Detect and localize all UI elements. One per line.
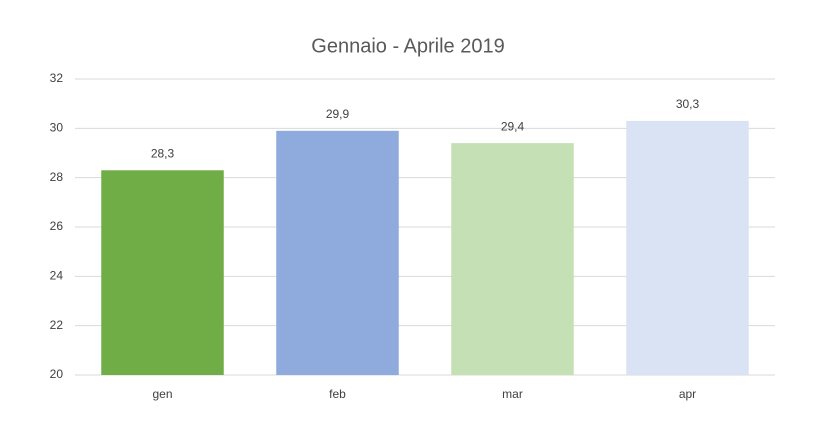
bar (451, 143, 574, 375)
x-tick-label: feb (329, 387, 346, 401)
y-tick-label: 28 (50, 170, 64, 184)
y-tick-label: 30 (50, 121, 64, 135)
data-label: 30,3 (676, 97, 700, 111)
bar (276, 130, 399, 375)
x-tick-label: apr (679, 387, 696, 401)
data-label: 29,4 (501, 119, 525, 133)
bar (626, 120, 749, 375)
bar (101, 170, 224, 375)
y-tick-label: 20 (50, 367, 64, 381)
y-tick-label: 32 (50, 71, 64, 85)
x-tick-label: mar (502, 387, 523, 401)
data-label: 29,9 (326, 107, 350, 121)
y-tick-label: 24 (50, 269, 64, 283)
x-tick-label: gen (152, 387, 172, 401)
y-tick-label: 22 (50, 318, 64, 332)
y-tick-label: 26 (50, 219, 64, 233)
data-label: 28,3 (151, 146, 175, 160)
chart-title: Gennaio - Aprile 2019 (311, 35, 504, 57)
